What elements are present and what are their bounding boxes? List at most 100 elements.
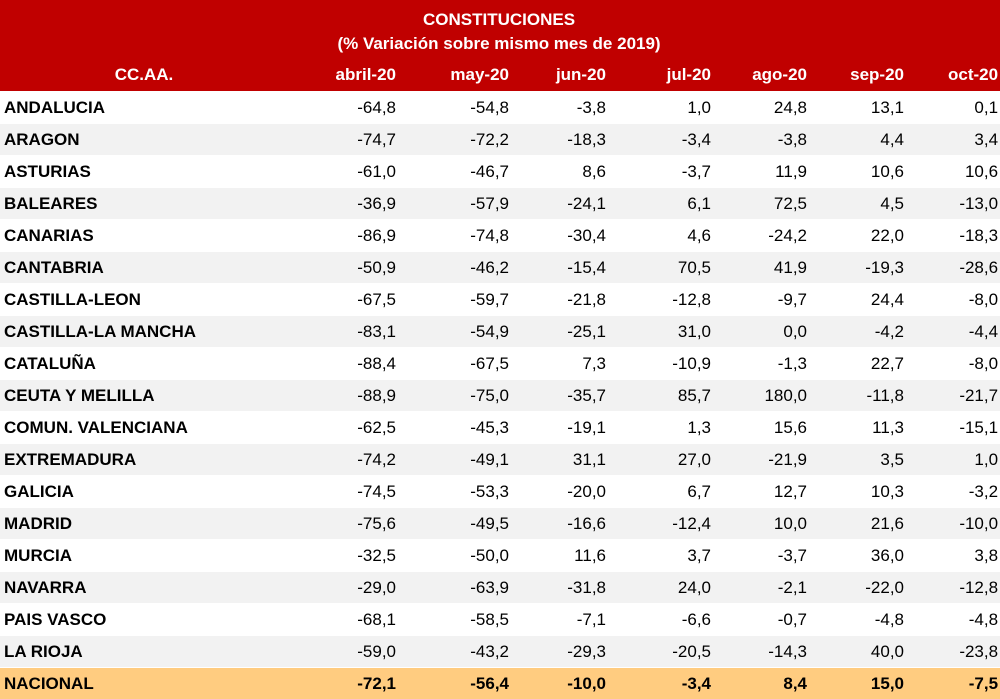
value-cell: -9,7: [713, 283, 809, 316]
value-cell: 15,0: [809, 667, 906, 699]
column-header-abril-20: abril-20: [335, 64, 396, 84]
value-cell: -46,2: [398, 251, 511, 284]
region-name: MADRID: [0, 507, 290, 540]
column-header-oct-20: oct-20: [947, 64, 999, 84]
value-cell: 21,6: [809, 507, 906, 540]
value-cell: 11,6: [511, 539, 608, 572]
value-cell: -13,0: [906, 187, 1000, 220]
value-cell: -36,9: [290, 187, 398, 220]
value-cell: -16,6: [511, 507, 608, 540]
value-cell: -75,6: [290, 507, 398, 540]
value-cell: -25,1: [511, 315, 608, 348]
value-cell: -75,0: [398, 379, 511, 412]
region-name: COMUN. VALENCIANA: [0, 411, 290, 444]
value-cell: -10,0: [511, 667, 608, 699]
column-header-ccaa: CC.AA.: [114, 64, 174, 84]
column-header-jun-20: jun-20: [555, 64, 606, 84]
region-name: ARAGON: [0, 123, 290, 156]
value-cell: 40,0: [809, 635, 906, 668]
value-cell: -3,2: [906, 475, 1000, 508]
value-cell: -74,7: [290, 123, 398, 156]
value-cell: -62,5: [290, 411, 398, 444]
value-cell: -57,9: [398, 187, 511, 220]
value-cell: 12,7: [713, 475, 809, 508]
region-name: GALICIA: [0, 475, 290, 508]
value-cell: 13,1: [809, 91, 906, 124]
value-cell: -74,5: [290, 475, 398, 508]
value-cell: -0,7: [713, 603, 809, 636]
value-cell: -24,2: [713, 219, 809, 252]
value-cell: 85,7: [608, 379, 713, 412]
value-cell: 11,9: [713, 155, 809, 188]
value-cell: 6,7: [608, 475, 713, 508]
value-cell: -21,7: [906, 379, 1000, 412]
value-cell: 3,8: [906, 539, 1000, 572]
region-name: EXTREMADURA: [0, 443, 290, 476]
value-cell: 1,0: [608, 91, 713, 124]
value-cell: 27,0: [608, 443, 713, 476]
value-cell: 10,6: [906, 155, 1000, 188]
value-cell: -7,1: [511, 603, 608, 636]
value-cell: 180,0: [713, 379, 809, 412]
value-cell: -29,0: [290, 571, 398, 604]
value-cell: -21,8: [511, 283, 608, 316]
value-cell: -24,1: [511, 187, 608, 220]
column-header-ago-20: ago-20: [752, 64, 807, 84]
region-name: CEUTA Y MELILLA: [0, 379, 290, 412]
value-cell: 24,8: [713, 91, 809, 124]
region-name: PAIS VASCO: [0, 603, 290, 636]
region-name: CANTABRIA: [0, 251, 290, 284]
value-cell: -59,0: [290, 635, 398, 668]
table-row: ANDALUCIA -64,8 -54,8 -3,8 1,0 24,8 13,1 0,1: [0, 91, 1000, 124]
value-cell: -88,4: [290, 347, 398, 380]
value-cell: 31,0: [608, 315, 713, 348]
value-cell: 6,1: [608, 187, 713, 220]
value-cell: -46,7: [398, 155, 511, 188]
region-name: CATALUÑA: [0, 347, 290, 380]
value-cell: 3,4: [906, 123, 1000, 156]
region-name: ANDALUCIA: [0, 91, 290, 124]
value-cell: -12,8: [906, 571, 1000, 604]
total-row: NACIONAL -72,1 -56,4 -10,0 -3,4 8,4 15,0 -7,5: [0, 667, 1000, 699]
table-row: LA RIOJA -59,0 -43,2 -29,3 -20,5 -14,3 40,0 -23…: [0, 635, 1000, 668]
value-cell: -54,8: [398, 91, 511, 124]
value-cell: -72,1: [290, 667, 398, 699]
value-cell: -15,1: [906, 411, 1000, 444]
value-cell: 7,3: [511, 347, 608, 380]
value-cell: 72,5: [713, 187, 809, 220]
region-name: BALEARES: [0, 187, 290, 220]
value-cell: -72,2: [398, 123, 511, 156]
value-cell: 22,7: [809, 347, 906, 380]
table-row: CANTABRIA -50,9 -46,2 -15,4 70,5 41,9 -19,3 -28…: [0, 251, 1000, 284]
value-cell: -67,5: [398, 347, 511, 380]
value-cell: 8,6: [511, 155, 608, 188]
value-cell: -67,5: [290, 283, 398, 316]
value-cell: -8,0: [906, 283, 1000, 316]
value-cell: -86,9: [290, 219, 398, 252]
value-cell: -32,5: [290, 539, 398, 572]
region-name: MURCIA: [0, 539, 290, 572]
region-name: NACIONAL: [0, 667, 290, 699]
table-row: EXTREMADURA -74,2 -49,1 31,1 27,0 -21,9 3,5 1,0: [0, 443, 1000, 476]
region-name: CANARIAS: [0, 219, 290, 252]
table-row: COMUN. VALENCIANA -62,5 -45,3 -19,1 1,3 15,6 1…: [0, 411, 1000, 444]
value-cell: 11,3: [809, 411, 906, 444]
value-cell: -58,5: [398, 603, 511, 636]
table-row: PAIS VASCO -68,1 -58,5 -7,1 -6,6 -0,7 -4,8 -4,8: [0, 603, 1000, 636]
value-cell: -6,6: [608, 603, 713, 636]
value-cell: -19,1: [511, 411, 608, 444]
value-cell: -3,7: [713, 539, 809, 572]
value-cell: -22,0: [809, 571, 906, 604]
value-cell: -10,0: [906, 507, 1000, 540]
value-cell: -1,3: [713, 347, 809, 380]
value-cell: -14,3: [713, 635, 809, 668]
value-cell: 41,9: [713, 251, 809, 284]
value-cell: -18,3: [906, 219, 1000, 252]
value-cell: -35,7: [511, 379, 608, 412]
value-cell: -20,0: [511, 475, 608, 508]
region-name: ASTURIAS: [0, 155, 290, 188]
value-cell: 22,0: [809, 219, 906, 252]
table-row: MADRID -75,6 -49,5 -16,6 -12,4 10,0 21,6 -10,0: [0, 507, 1000, 540]
region-name: CASTILLA-LEON: [0, 283, 290, 316]
